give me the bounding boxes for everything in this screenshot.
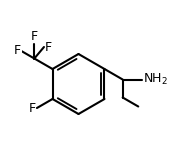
Text: F: F <box>29 102 36 114</box>
Text: F: F <box>45 40 52 54</box>
Text: NH$_2$: NH$_2$ <box>143 72 168 87</box>
Text: F: F <box>14 45 21 57</box>
Text: F: F <box>31 30 38 43</box>
